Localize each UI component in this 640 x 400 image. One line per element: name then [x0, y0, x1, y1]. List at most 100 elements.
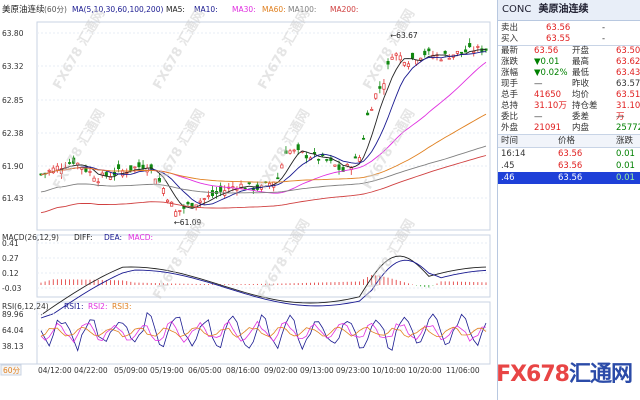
candle-body: [117, 164, 121, 170]
quote-stat-row: 涨跌 ▼0.01 最高 63.62: [498, 57, 640, 68]
quote-stat-row: 涨幅 ▼0.02% 最低 63.43: [498, 68, 640, 79]
macd-legend-item: DIFF:: [74, 233, 93, 242]
candle-body: [284, 150, 288, 154]
candle-body: [415, 59, 419, 65]
period-tag: [0, 364, 22, 376]
stat-label: 最新: [501, 46, 519, 56]
date-tick-label: 06/05:00: [188, 366, 222, 375]
candle-body: [108, 176, 112, 180]
stat-value: ▼0.02%: [534, 68, 568, 78]
candle-body: [317, 158, 321, 161]
candle-body: [129, 165, 133, 172]
trade-row[interactable]: .46 63.56 0.01: [498, 172, 640, 184]
trade-list[interactable]: 16:14 63.56 0.01 .45 63.56 0.01 .46 63.56 0.01: [498, 148, 640, 184]
rsi-line-1: [40, 311, 487, 352]
trade-time: .46: [501, 173, 515, 183]
quote-stat-row: 委比 — 委差 —: [498, 112, 640, 123]
stat-value: —: [616, 112, 625, 122]
candle-body: [178, 210, 182, 212]
stat-value: 25772: [616, 123, 640, 133]
trade-row[interactable]: 16:14 63.56 0.01: [498, 148, 640, 160]
watermark-text: FX678 汇通网: [50, 6, 109, 92]
rsi-line-3: [40, 326, 487, 338]
price-tick-label: 61.43: [2, 194, 24, 203]
candle-body: [447, 57, 451, 60]
candle-body: [366, 112, 370, 116]
stat-label: 现手: [501, 79, 519, 89]
sell-price: 63.56: [546, 23, 571, 33]
stat-label: 委差: [572, 112, 590, 122]
date-tick-label: 10/10:00: [372, 366, 406, 375]
price-panel-frame: [36, 21, 491, 231]
kline-chart-area[interactable]: 63.80 63.32 62.85 62.38 61.90 61.43 美原油连续 (60分)…: [0, 0, 497, 400]
ma-line-10: [40, 51, 487, 206]
candle-body: [170, 201, 174, 207]
macd-legend-item: MACD:: [128, 233, 153, 242]
candle-body: [304, 155, 308, 159]
quote-stat-row: 最新 63.56 开盘 63.50: [498, 46, 640, 57]
watermark-text: FX678 汇通网: [255, 216, 314, 302]
trade-time: .45: [501, 161, 515, 171]
candle-body: [166, 199, 170, 203]
stat-label: 持仓差: [572, 101, 598, 111]
ma-legend-item: MA200:: [330, 5, 358, 14]
ma-legend-item: MA60:: [262, 5, 286, 14]
candle-body: [464, 49, 468, 53]
stat-value: 31.10万: [534, 101, 567, 111]
candle-body: [47, 169, 51, 172]
rsi-tick-label: 38.13: [2, 342, 24, 351]
trade-chg: 0.01: [616, 173, 635, 183]
candle-body: [459, 51, 464, 54]
quote-panel: CONC 美原油连续 卖出 63.56 - 买入 63.55 - 最新 63.56…: [497, 0, 640, 400]
candle-body: [296, 144, 300, 150]
trade-header: 时间 价格 涨跌: [498, 134, 640, 148]
trade-head-price: 价格: [558, 136, 576, 146]
sell-label: 卖出: [501, 23, 519, 33]
date-tick-label: 05/09:00: [114, 366, 148, 375]
candle-body: [423, 50, 427, 56]
candle-body: [427, 48, 431, 52]
candle-body: [157, 178, 161, 183]
candle-body: [72, 157, 76, 164]
candle-body: [357, 157, 361, 162]
rsi-legend-item: RSI1:: [64, 302, 83, 311]
sell-volume: -: [602, 23, 606, 33]
trade-chg: 0.01: [616, 161, 635, 171]
candle-body: [439, 59, 443, 62]
candle-body: [468, 43, 472, 48]
candle-body: [280, 164, 284, 169]
date-tick-label: 09/02:00: [264, 366, 298, 375]
stat-label: 开盘: [572, 46, 590, 56]
candle-body: [472, 51, 476, 53]
watermark-text: FX678 汇通网: [360, 6, 419, 92]
quote-stat-row: 总持 31.10万 持仓差 31.10万: [498, 101, 640, 122]
trade-row[interactable]: .45 63.56 0.01: [498, 160, 640, 172]
candle-body: [394, 53, 398, 56]
ma-line-200: [40, 155, 487, 214]
buy-price: 63.55: [546, 34, 571, 44]
candle-body: [378, 86, 382, 89]
candle-body: [443, 50, 447, 54]
stat-label: 最低: [572, 68, 590, 78]
date-tick-label: 05/19:00: [150, 366, 184, 375]
price-tick-label: 63.80: [2, 29, 24, 38]
low-arrow: ←: [174, 218, 180, 227]
price-tick-label: 62.85: [2, 96, 24, 105]
stat-value: 63.51: [616, 90, 640, 100]
candle-body: [149, 164, 153, 170]
symbol-code: CONC: [502, 4, 532, 15]
stat-value: 63.57: [616, 79, 640, 89]
rsi-tick-label: 64.04: [2, 326, 24, 335]
ma-line-100: [40, 145, 487, 194]
kline-chart-svg[interactable]: 63.80 63.32 62.85 62.38 61.90 61.43 美原油连续 (60分)…: [0, 0, 497, 400]
stat-label: 均价: [572, 90, 590, 100]
candle-body: [202, 198, 206, 200]
candle-body: [198, 200, 202, 203]
macd-legend-item: DEA:: [104, 233, 122, 242]
buy-volume: -: [602, 34, 606, 44]
rsi-legend-item: RSI3:: [112, 302, 131, 311]
period-tag-label: 60分: [3, 366, 21, 375]
ma-line-60: [40, 113, 487, 183]
candle-body: [219, 185, 223, 192]
candle-body: [390, 56, 394, 60]
